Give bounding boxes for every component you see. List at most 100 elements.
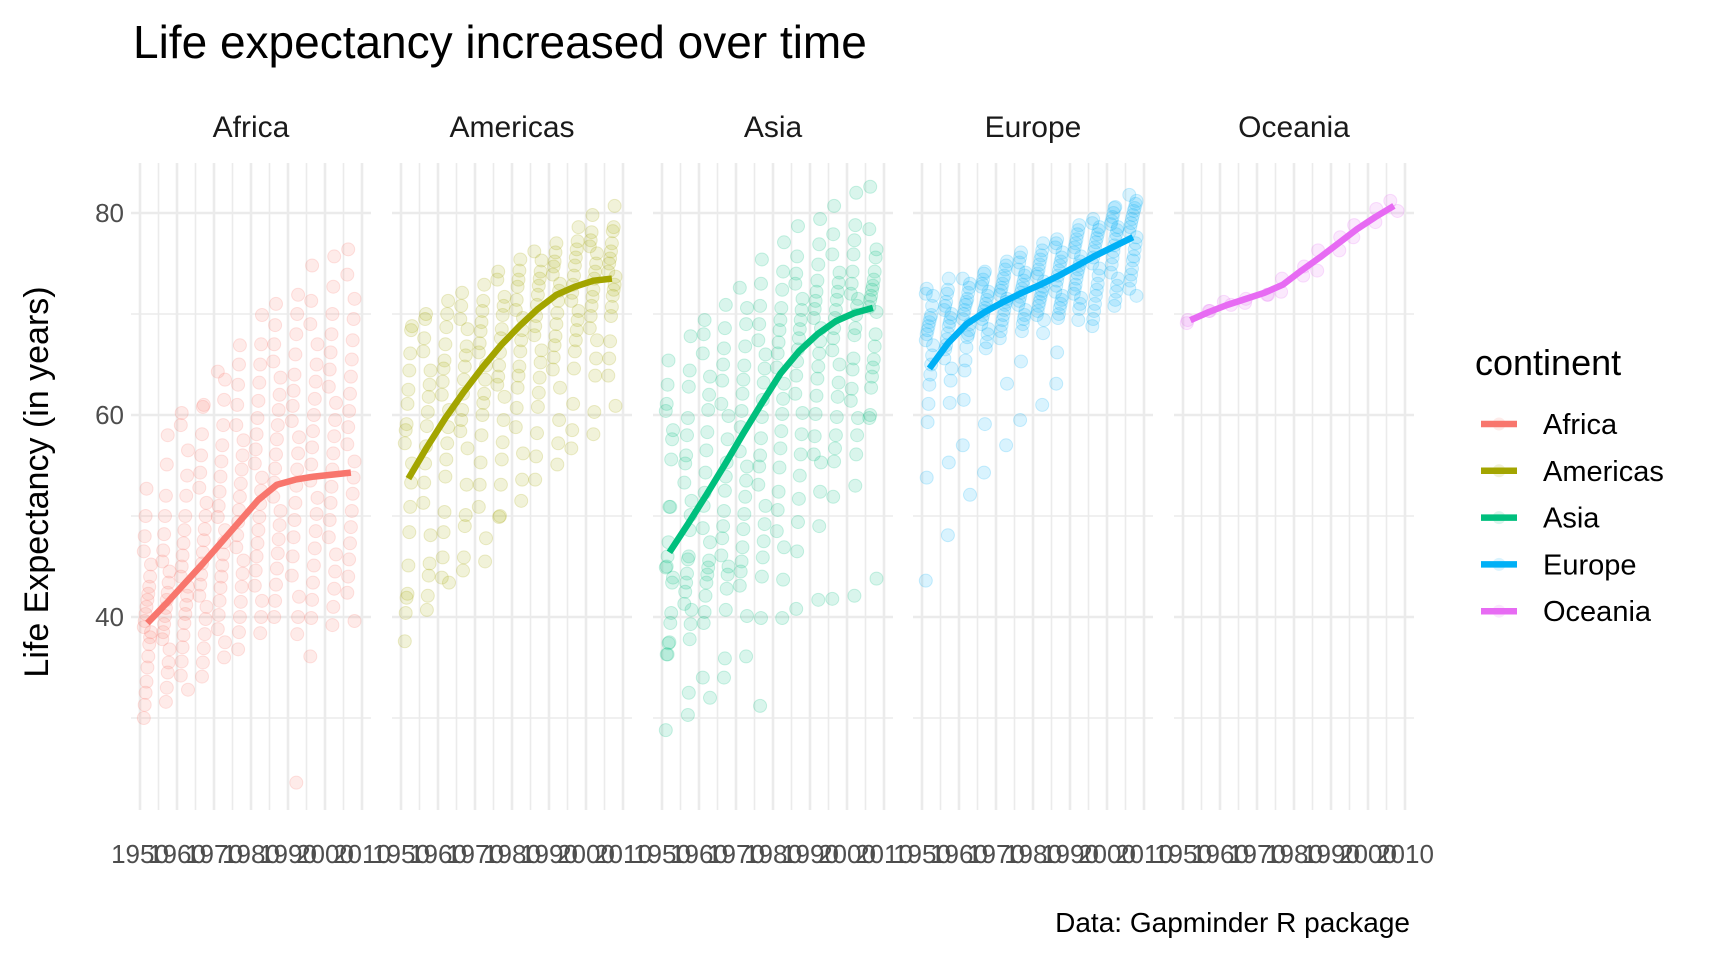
data-point — [1105, 250, 1120, 265]
data-point — [920, 323, 935, 338]
data-point — [1036, 326, 1051, 341]
data-point — [1106, 206, 1121, 220]
data-point — [175, 548, 190, 563]
data-point — [756, 375, 771, 390]
data-point — [792, 322, 807, 337]
data-point — [268, 593, 283, 608]
data-point — [159, 680, 174, 695]
data-point — [341, 242, 356, 257]
data-point — [583, 309, 598, 324]
data-point — [845, 264, 860, 279]
data-point — [177, 523, 192, 538]
data-point — [604, 244, 618, 259]
data-point — [963, 487, 977, 502]
data-point — [924, 308, 939, 323]
data-point — [218, 372, 232, 387]
data-point — [211, 607, 226, 622]
x-tick-label: 1950 — [372, 839, 430, 869]
data-point — [663, 499, 678, 514]
data-point — [140, 592, 155, 607]
data-point — [661, 636, 676, 651]
data-point — [322, 362, 337, 377]
data-point — [329, 547, 343, 562]
data-point — [1104, 214, 1119, 229]
data-point — [532, 370, 547, 385]
data-point — [716, 519, 731, 534]
data-point — [250, 536, 265, 551]
data-point — [435, 550, 450, 565]
data-point — [212, 484, 227, 499]
data-point — [589, 256, 604, 271]
data-point — [288, 495, 303, 510]
data-point — [285, 549, 300, 564]
data-point — [1048, 284, 1063, 299]
data-point — [304, 611, 319, 626]
data-point — [863, 408, 878, 422]
data-point — [658, 560, 673, 575]
data-point — [176, 536, 191, 551]
data-point — [549, 236, 564, 251]
data-point — [460, 441, 475, 456]
x-tick-label: 2000 — [1339, 839, 1397, 869]
data-point — [832, 357, 847, 372]
data-point — [806, 447, 821, 462]
data-point — [607, 198, 622, 213]
data-point — [585, 289, 600, 304]
data-point — [142, 579, 157, 594]
data-point — [1016, 312, 1031, 327]
data-point — [919, 470, 934, 485]
data-point — [173, 668, 188, 683]
data-point — [754, 569, 769, 584]
legend-label: Americas — [1543, 456, 1664, 488]
data-point — [460, 322, 475, 337]
data-point — [697, 313, 712, 328]
x-tick-label: 2000 — [296, 839, 354, 869]
data-point — [437, 504, 452, 519]
y-tick-label: 80 — [95, 198, 124, 228]
data-point — [868, 327, 883, 342]
data-point — [534, 343, 549, 358]
data-point — [193, 577, 208, 592]
data-point — [715, 373, 730, 388]
data-point — [326, 279, 341, 294]
legend-label: Europe — [1543, 549, 1637, 581]
data-point — [680, 552, 695, 567]
data-point — [550, 457, 565, 472]
data-point — [955, 271, 970, 286]
data-point — [677, 475, 692, 490]
data-point — [143, 569, 158, 584]
data-point — [848, 478, 863, 493]
data-point — [472, 477, 487, 492]
data-point — [567, 258, 582, 273]
data-point — [940, 286, 954, 301]
x-tick-label: 1980 — [222, 839, 280, 869]
x-tick-label: 1960 — [930, 839, 988, 869]
data-point — [1067, 281, 1082, 296]
data-point — [679, 448, 694, 463]
data-point — [419, 419, 434, 434]
data-point — [788, 276, 803, 291]
data-point — [306, 575, 320, 590]
x-tick-label: 2000 — [1078, 839, 1136, 869]
data-point — [549, 317, 564, 332]
data-point — [268, 461, 283, 476]
data-point — [740, 608, 754, 623]
data-point — [173, 418, 188, 433]
data-point — [398, 423, 413, 438]
data-point — [490, 272, 505, 287]
data-point — [940, 282, 955, 297]
data-point — [1016, 273, 1031, 288]
data-point — [658, 403, 673, 418]
data-point — [491, 264, 506, 279]
data-point — [289, 775, 304, 790]
data-point — [813, 212, 828, 227]
data-point — [791, 491, 806, 506]
data-point — [1066, 286, 1081, 301]
data-point — [1068, 236, 1083, 251]
y-tick-label: 60 — [95, 400, 124, 430]
data-point — [680, 428, 694, 443]
data-point — [269, 296, 283, 311]
data-point — [459, 477, 474, 492]
data-point — [423, 363, 438, 378]
data-point — [959, 340, 974, 355]
